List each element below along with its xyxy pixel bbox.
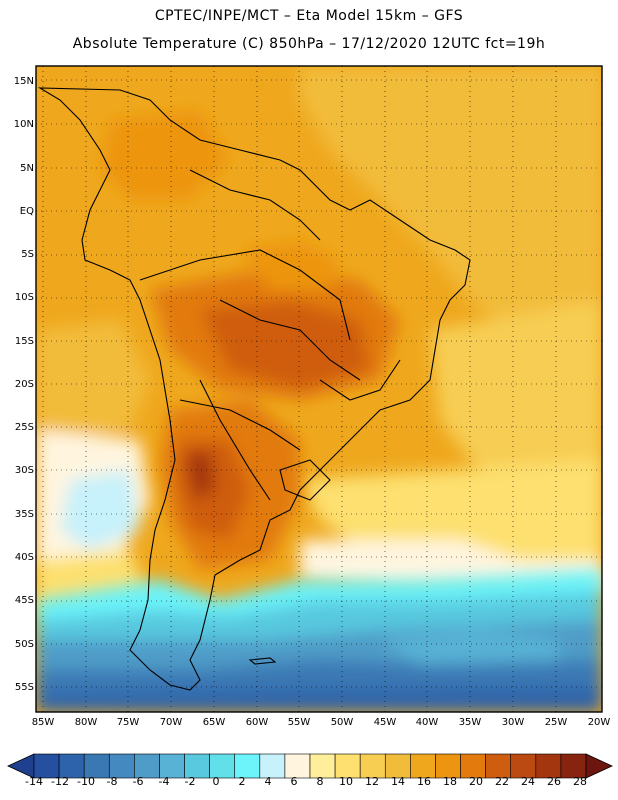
- colorbar-tick: 16: [417, 775, 431, 788]
- lon-label: 30W: [501, 717, 525, 728]
- colorbar-cell: [359, 753, 386, 779]
- lat-label: 15N: [13, 76, 34, 87]
- colorbar-tick: 22: [495, 775, 509, 788]
- colorbar-cell: [108, 753, 135, 779]
- colorbar-cell: [460, 753, 486, 779]
- colorbar-cell: [560, 753, 587, 779]
- lon-label: 35W: [458, 717, 482, 728]
- colorbar-cells: [33, 753, 587, 779]
- lon-label: 65W: [202, 717, 226, 728]
- lon-label: 55W: [287, 717, 311, 728]
- lat-label: 55S: [14, 682, 34, 693]
- colorbar-tick: 28: [573, 775, 587, 788]
- lat-label: 10N: [13, 119, 34, 130]
- colorbar-tick: 4: [264, 775, 272, 788]
- lat-label: 35S: [14, 509, 34, 520]
- map-title: CPTEC/INPE/MCT – Eta Model 15km – GFS: [154, 8, 464, 24]
- lat-label: 20S: [14, 379, 34, 390]
- lon-label: 70W: [159, 717, 183, 728]
- lat-label: 10S: [14, 292, 34, 303]
- colorbar-tick: 2: [238, 775, 246, 788]
- colorbar-cell: [184, 753, 210, 779]
- colorbar-tick: -6: [132, 775, 144, 788]
- coastline: [37, 87, 471, 691]
- colorbar-tick: -12: [51, 775, 69, 788]
- map-frame: [35, 65, 603, 713]
- lat-label: EQ: [19, 206, 34, 217]
- colorbar-tick: -8: [106, 775, 118, 788]
- colorbar-tick: 0: [212, 775, 220, 788]
- lon-label: 85W: [31, 717, 55, 728]
- lon-label: 25W: [544, 717, 568, 728]
- colorbar-tick: 8: [316, 775, 324, 788]
- colorbar-tick: 14: [391, 775, 405, 788]
- map-subtitle: Absolute Temperature (C) 850hPa – 17/12/…: [72, 36, 546, 52]
- colorbar-tick: -10: [77, 775, 95, 788]
- lon-label: 75W: [116, 717, 140, 728]
- colorbar-tick: 10: [339, 775, 353, 788]
- lon-label: 20W: [587, 717, 611, 728]
- colorbar-tick: -14: [25, 775, 43, 788]
- colorbar-cell: [159, 753, 185, 779]
- lat-label: 30S: [14, 465, 34, 476]
- lat-label: 25S: [14, 422, 34, 433]
- lat-label: 5N: [20, 163, 34, 174]
- colorbar-tick: 20: [469, 775, 483, 788]
- colorbar-cell: [435, 753, 461, 779]
- lon-label: 60W: [245, 717, 269, 728]
- lat-label: 45S: [14, 595, 34, 606]
- colorbar-cell: [384, 753, 411, 779]
- colorbar-tick: 18: [443, 775, 457, 788]
- colorbar-cell: [334, 753, 361, 779]
- lon-label: 80W: [74, 717, 98, 728]
- colorbar-cell: [284, 753, 311, 779]
- colorbar-tick: 12: [365, 775, 379, 788]
- colorbar: [7, 753, 613, 779]
- colorbar-cell: [83, 753, 110, 779]
- lat-label: 50S: [14, 639, 34, 650]
- colorbar-cell: [234, 753, 261, 779]
- colorbar-cell: [485, 753, 512, 779]
- lat-label: 5S: [21, 249, 34, 260]
- colorbar-tick: -4: [158, 775, 170, 788]
- temperature-field: [36, 66, 602, 712]
- colorbar-cell: [134, 753, 160, 779]
- lon-label: 50W: [330, 717, 354, 728]
- lon-label: 45W: [373, 717, 397, 728]
- colorbar-high-arrow: [585, 753, 613, 779]
- lat-label: 15S: [14, 336, 34, 347]
- colorbar-cell: [259, 753, 286, 779]
- colorbar-cell: [209, 753, 236, 779]
- colorbar-tick: 24: [521, 775, 535, 788]
- colorbar-cell: [309, 753, 336, 779]
- colorbar-cell: [410, 753, 436, 779]
- colorbar-tick: 26: [547, 775, 561, 788]
- colorbar-tick: 6: [290, 775, 298, 788]
- colorbar-cell: [58, 753, 85, 779]
- lat-label: 40S: [14, 552, 34, 563]
- colorbar-cell: [33, 753, 60, 779]
- colorbar-tick: -2: [184, 775, 196, 788]
- lon-label: 40W: [415, 717, 439, 728]
